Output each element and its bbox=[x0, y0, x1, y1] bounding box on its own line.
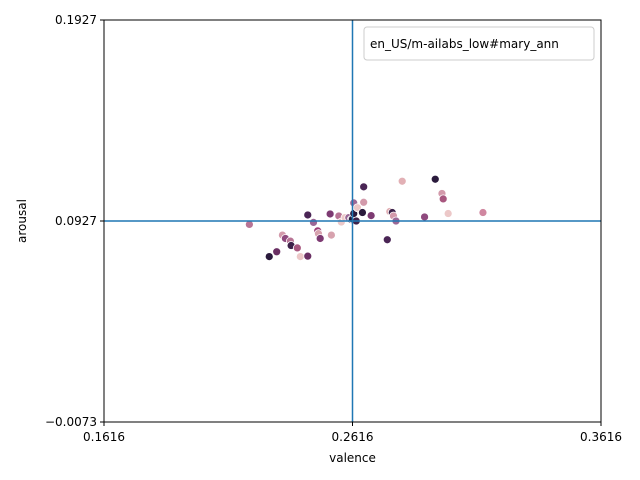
data-point bbox=[358, 208, 367, 217]
data-point bbox=[325, 209, 335, 219]
y-tick-label: −0.0073 bbox=[45, 415, 97, 429]
legend-label: en_US/m-ailabs_low#mary_ann bbox=[370, 37, 559, 51]
data-point bbox=[292, 243, 302, 253]
data-point bbox=[272, 247, 282, 257]
y-tick-label: 0.0927 bbox=[55, 214, 97, 228]
x-tick-label: 0.1616 bbox=[83, 430, 125, 444]
y-tick-label: 0.1927 bbox=[55, 13, 97, 27]
points-layer bbox=[244, 174, 488, 261]
data-point bbox=[420, 212, 429, 222]
data-point bbox=[382, 235, 392, 245]
reference-lines bbox=[104, 20, 601, 422]
data-point bbox=[443, 209, 453, 218]
axis-ticks: 0.1616 0.2616 0.3616 −0.0073 0.0927 0.1927 bbox=[45, 13, 622, 444]
data-point bbox=[478, 208, 488, 217]
legend-box bbox=[363, 26, 595, 61]
data-point bbox=[303, 210, 313, 220]
data-point bbox=[397, 176, 407, 186]
legend: en_US/m-ailabs_low#mary_ann bbox=[363, 26, 595, 61]
x-axis-label: valence bbox=[329, 451, 376, 465]
data-point bbox=[366, 211, 376, 220]
x-tick-label: 0.3616 bbox=[580, 430, 622, 444]
data-point bbox=[430, 174, 440, 184]
data-point bbox=[303, 251, 313, 261]
data-point bbox=[438, 194, 448, 204]
data-point bbox=[295, 252, 305, 261]
data-point bbox=[264, 252, 274, 261]
data-point bbox=[359, 197, 369, 207]
data-point bbox=[315, 234, 325, 243]
data-point bbox=[359, 182, 369, 192]
x-tick-label: 0.2616 bbox=[332, 430, 374, 444]
data-point bbox=[309, 218, 318, 227]
y-axis-label: arousal bbox=[15, 199, 29, 243]
data-point bbox=[327, 230, 336, 240]
